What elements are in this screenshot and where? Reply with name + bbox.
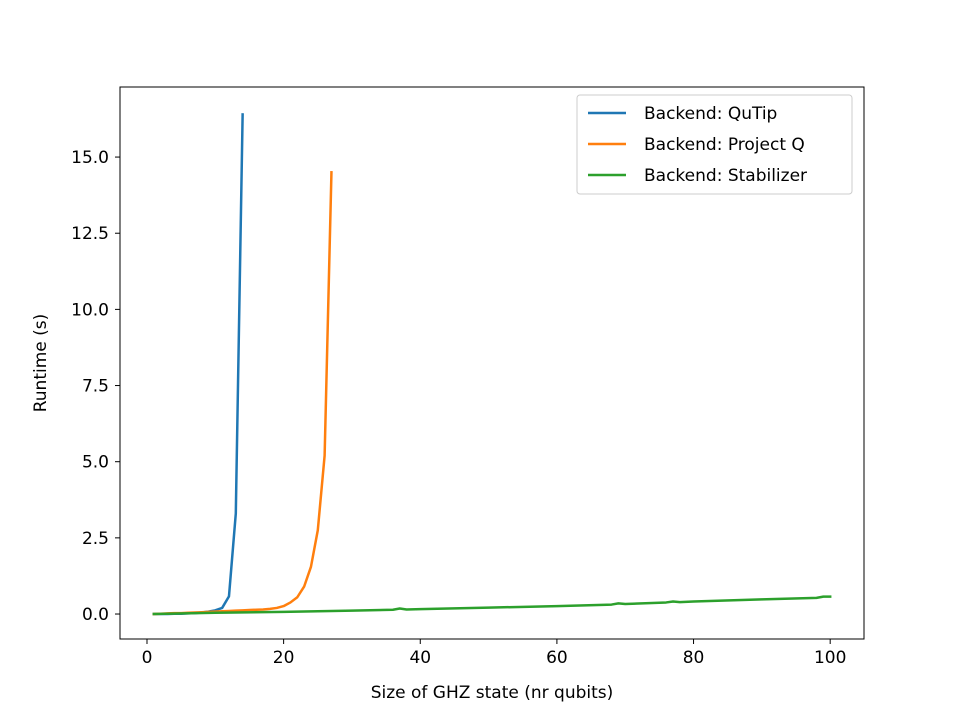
legend-label-backend-project-q: Backend: Project Q	[644, 135, 805, 155]
x-tick-label: 20	[273, 648, 295, 668]
series-line-backend-stabilizer	[152, 595, 832, 616]
y-tick-label: 5.0	[82, 453, 109, 473]
y-tick-label: 0.0	[82, 605, 109, 625]
y-tick-label: 7.5	[82, 377, 109, 397]
x-tick-label: 80	[683, 648, 705, 668]
y-tick-label: 12.5	[71, 224, 109, 244]
legend: Backend: QuTip Backend: Project Q Backend:…	[576, 94, 853, 195]
legend-label-backend-stabilizer: Backend: Stabilizer	[644, 166, 807, 186]
legend-label-backend-qutip: Backend: QuTip	[644, 104, 777, 124]
x-tick-label: 40	[409, 648, 431, 668]
axes-frame	[119, 86, 865, 640]
y-tick-label: 2.5	[82, 529, 109, 549]
y-tick-label: 15.0	[71, 148, 109, 168]
y-axis-label: Runtime (s)	[31, 314, 51, 413]
x-axis-label: Size of GHZ state (nr qubits)	[371, 683, 614, 703]
x-tick-label: 0	[142, 648, 153, 668]
x-tick-label: 60	[546, 648, 568, 668]
x-tick-label: 100	[814, 648, 846, 668]
y-tick-label: 10.0	[71, 300, 109, 320]
axis-ticks: 0 20 40 60 80 100 0.0 2.5 5.0 7.5 10.0 12.5 15.0	[71, 148, 846, 668]
legend-box	[576, 94, 853, 195]
plot-area	[152, 113, 832, 616]
